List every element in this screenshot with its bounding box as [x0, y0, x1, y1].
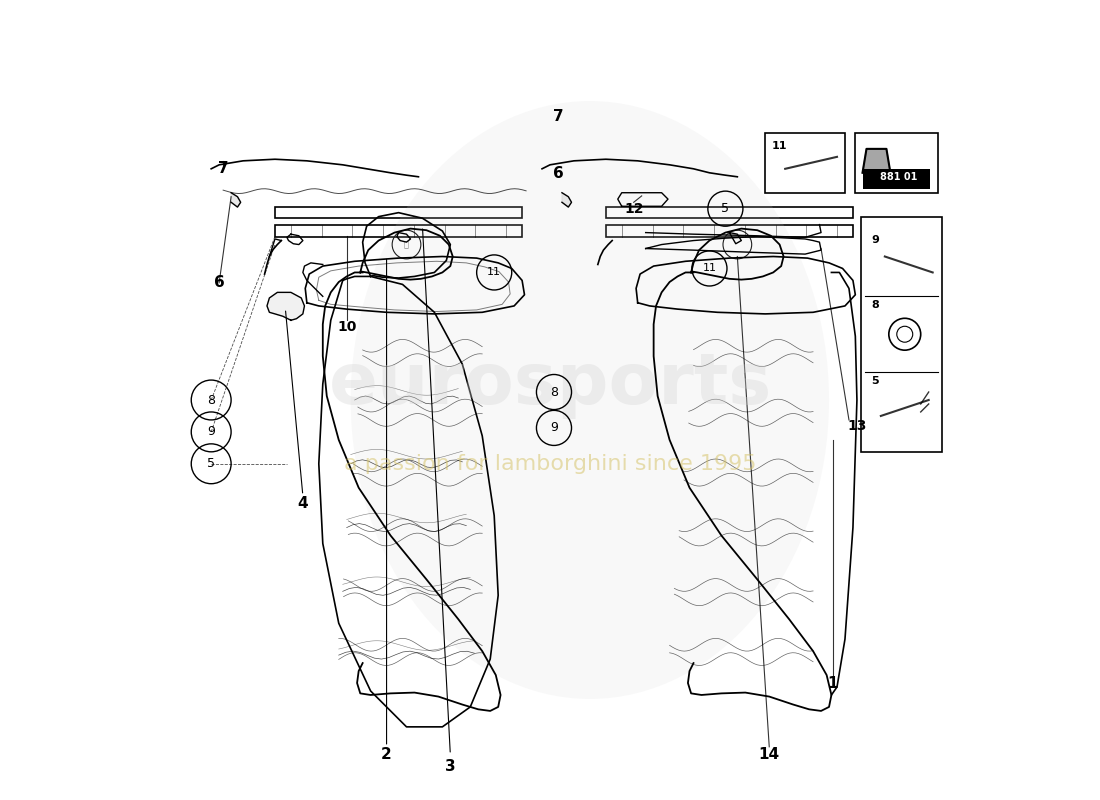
Polygon shape	[267, 292, 305, 320]
Text: 2: 2	[382, 747, 392, 762]
Bar	[606, 225, 852, 237]
Text: 5: 5	[722, 202, 729, 215]
Text: 9: 9	[207, 426, 216, 438]
Text: 10: 10	[337, 320, 356, 334]
Text: 6: 6	[552, 166, 563, 181]
Text: 🐂: 🐂	[404, 240, 409, 249]
Bar	[275, 207, 522, 218]
Text: 14: 14	[759, 747, 780, 762]
Text: a passion for lamborghini since 1995: a passion for lamborghini since 1995	[343, 454, 757, 474]
Ellipse shape	[351, 101, 829, 699]
Bar	[766, 133, 845, 193]
Text: 8: 8	[550, 386, 558, 398]
Text: 1: 1	[828, 675, 838, 690]
Bar	[855, 133, 938, 193]
Bar	[275, 225, 522, 237]
Bar	[862, 169, 931, 189]
Text: 5: 5	[207, 458, 216, 470]
Text: 881 01: 881 01	[880, 172, 917, 182]
Text: eurosports: eurosports	[329, 350, 771, 418]
Text: 7: 7	[552, 109, 563, 124]
Text: 11: 11	[487, 267, 502, 278]
Text: 5: 5	[871, 376, 879, 386]
Text: 11: 11	[771, 141, 788, 151]
Text: 12: 12	[624, 202, 644, 216]
Text: 8: 8	[207, 394, 216, 406]
Polygon shape	[231, 193, 241, 207]
Text: 7: 7	[218, 162, 229, 176]
Text: 9: 9	[550, 422, 558, 434]
Bar	[606, 207, 852, 218]
FancyBboxPatch shape	[861, 217, 943, 452]
Text: 9: 9	[871, 235, 879, 245]
Text: 13: 13	[847, 419, 867, 434]
Text: 4: 4	[297, 496, 308, 511]
Polygon shape	[862, 149, 890, 173]
Text: 11: 11	[703, 263, 716, 274]
Text: 6: 6	[213, 275, 224, 290]
Polygon shape	[562, 193, 572, 207]
Text: 8: 8	[871, 300, 879, 310]
Text: 3: 3	[446, 759, 455, 774]
